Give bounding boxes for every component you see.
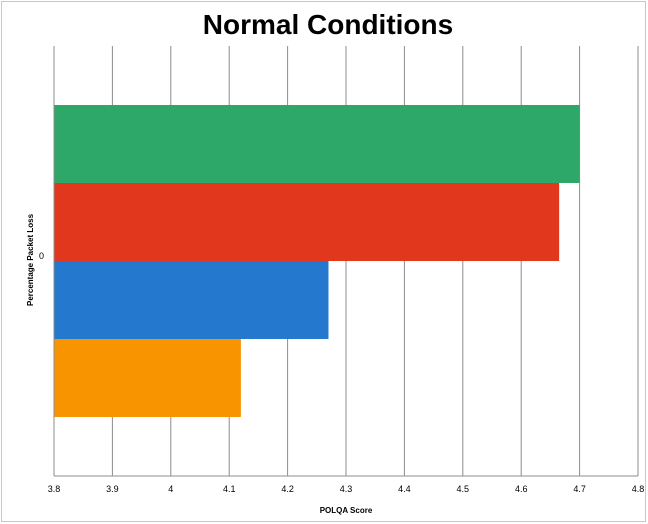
x-tick-label: 4 (168, 484, 173, 494)
x-tick-label: 3.9 (106, 484, 119, 494)
x-axis-title: POLQA Score (320, 506, 373, 515)
bar (54, 261, 329, 339)
bar (54, 105, 580, 183)
x-tick-label: 4.4 (398, 484, 411, 494)
x-tick-label: 4.1 (223, 484, 236, 494)
axes: 3.8 3.9 4 4.1 4.2 4.3 4.4 4.5 4.6 4.7 4.8 0 (39, 46, 644, 494)
x-tick-label: 4.2 (281, 484, 294, 494)
y-axis-title: Percentage Packet Loss (26, 213, 35, 306)
x-tick-label: 4.8 (632, 484, 645, 494)
x-tick-label: 4.7 (573, 484, 586, 494)
x-tick-label: 3.8 (48, 484, 61, 494)
chart-title: Normal Conditions (203, 9, 453, 40)
bar (54, 183, 560, 261)
x-tick-label: 4.3 (340, 484, 353, 494)
x-tick-label: 4.5 (457, 484, 470, 494)
bar (54, 339, 241, 417)
bars (54, 105, 580, 417)
x-tick-label: 4.6 (515, 484, 528, 494)
y-tick-label: 0 (39, 251, 44, 261)
